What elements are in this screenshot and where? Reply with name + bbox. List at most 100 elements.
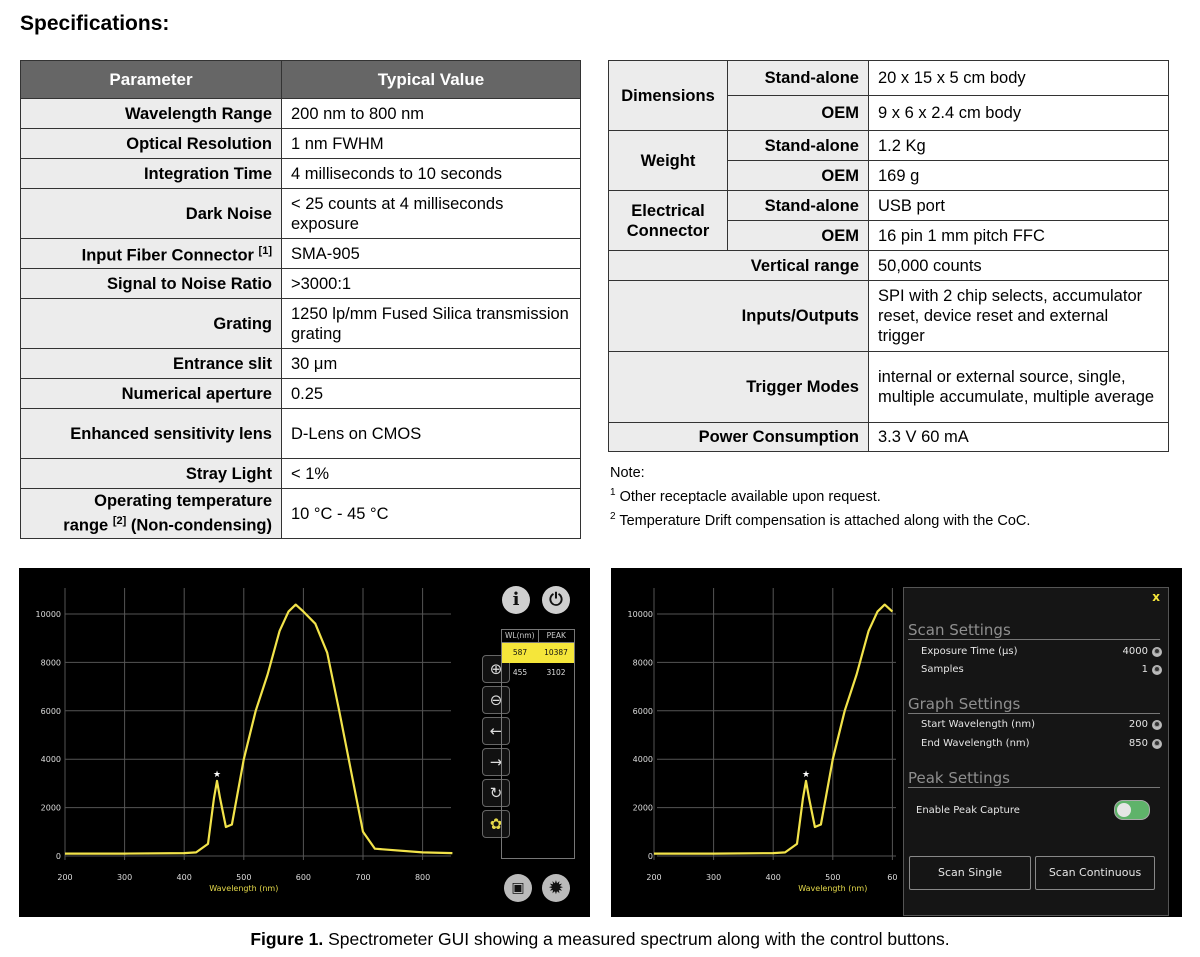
arrow-right-icon[interactable]: → — [482, 748, 510, 776]
note-2: 2 Temperature Drift compensation is atta… — [610, 507, 1030, 531]
spectrum-line — [654, 603, 894, 855]
scan-continuous-button[interactable]: Scan Continuous — [1035, 856, 1155, 890]
param: Inputs/Outputs — [608, 280, 869, 352]
gear-icon[interactable]: ✹ — [1152, 665, 1162, 675]
start-wavelength-value[interactable]: 200 — [1128, 719, 1148, 730]
oem-label: OEM — [727, 220, 869, 251]
note-text: Other receptacle available upon request. — [619, 488, 881, 505]
zoom-out-icon[interactable]: ⊖ — [482, 686, 510, 714]
peak-capture-toggle[interactable] — [1114, 800, 1150, 820]
value: 1.2 Kg — [868, 130, 1169, 161]
close-icon[interactable]: x — [1152, 590, 1160, 604]
scan-settings-title: Scan Settings — [908, 622, 1160, 640]
value: internal or external source, single, mul… — [868, 351, 1169, 423]
y-tick-label: 8000 — [633, 658, 653, 667]
value: 169 g — [868, 160, 1169, 191]
param-text: Input Fiber Connector — [81, 246, 254, 265]
value: 50,000 counts — [868, 250, 1169, 281]
exposure-value[interactable]: 4000 — [1122, 646, 1148, 657]
save-icon[interactable]: ▣ — [504, 874, 532, 902]
value: < 25 counts at 4 milliseconds exposure — [281, 188, 581, 239]
param: Stray Light — [20, 458, 282, 489]
toggle-knob — [1117, 803, 1131, 817]
param-pre: range — [63, 516, 113, 535]
note-num: 1 — [610, 487, 616, 498]
x-tick-label: 400 — [177, 873, 192, 882]
param: Integration Time — [20, 158, 282, 189]
x-tick-label: 500 — [236, 873, 251, 882]
scan-single-button[interactable]: Scan Single — [909, 856, 1031, 890]
footnote-ref: [1] — [258, 245, 272, 258]
notes: Note: 1 Other receptacle available upon … — [610, 464, 1030, 531]
spectrum-plot: 200 300 400 500 60 10000 8000 6000 4000 2000 0 Wave… — [628, 588, 897, 893]
note-num: 2 — [610, 510, 616, 522]
peak-row[interactable]: 455 3102 — [502, 663, 574, 683]
standalone-label: Stand-alone — [727, 190, 869, 221]
footnote-ref: [2] — [112, 515, 127, 528]
power-icon[interactable]: ⏻ — [542, 586, 570, 614]
gear-icon[interactable]: ✹ — [1152, 720, 1162, 730]
spec-table-right: Dimensions Stand-alone 20 x 15 x 5 cm bo… — [608, 60, 1169, 452]
y-tick-label: 6000 — [41, 707, 61, 716]
peak-icon[interactable]: ✿ — [482, 810, 510, 838]
value: 9 x 6 x 2.4 cm body — [868, 95, 1169, 131]
value: SPI with 2 chip selects, accumulator res… — [868, 280, 1169, 352]
y-tick-label: 4000 — [41, 755, 61, 764]
value: >3000:1 — [281, 268, 581, 299]
exposure-label: Exposure Time (μs) — [921, 646, 1018, 657]
note-1: 1 Other receptacle available upon reques… — [610, 483, 1030, 507]
param: Optical Resolution — [20, 128, 282, 159]
param: Enhanced sensitivity lens — [20, 408, 282, 459]
y-tick-label: 10000 — [36, 610, 61, 619]
peak-table: WL(nm) PEAK 587 10387 455 3102 — [501, 629, 575, 859]
peak-marker: ★ — [213, 769, 221, 779]
dimensions-label: Dimensions — [608, 60, 728, 131]
x-tick-label: 200 — [646, 873, 661, 882]
refresh-icon[interactable]: ↻ — [482, 779, 510, 807]
figure-caption: Figure 1. Spectrometer GUI showing a mea… — [0, 929, 1200, 950]
x-tick-label: 300 — [117, 873, 132, 882]
x-tick-label: 400 — [766, 873, 781, 882]
y-tick-label: 10000 — [628, 610, 653, 619]
samples-value[interactable]: 1 — [1141, 664, 1148, 675]
gear-icon[interactable]: ✹ — [1152, 739, 1162, 749]
peak-wl: 587 — [512, 648, 528, 657]
peak-wl: 455 — [512, 668, 528, 677]
x-tick-label: 60 — [887, 873, 897, 882]
end-wavelength-value[interactable]: 850 — [1128, 738, 1148, 749]
peak-capture-label: Enable Peak Capture — [916, 805, 1020, 816]
value: D-Lens on CMOS — [281, 408, 581, 459]
param: Wavelength Range — [20, 98, 282, 129]
y-tick-label: 0 — [56, 852, 61, 861]
spectrum-line — [65, 603, 453, 855]
value: 30 μm — [281, 348, 581, 379]
gear-icon[interactable]: ✹ — [1152, 647, 1162, 657]
peak-row-selected[interactable]: 587 10387 — [502, 643, 574, 663]
param: Input Fiber Connector [1] — [20, 238, 282, 269]
peak-settings-title: Peak Settings — [908, 770, 1160, 788]
arrow-left-icon[interactable]: ← — [482, 717, 510, 745]
oem-label: OEM — [727, 160, 869, 191]
x-tick-label: 200 — [57, 873, 72, 882]
value: 16 pin 1 mm pitch FFC — [868, 220, 1169, 251]
x-axis-label: Wavelength (nm) — [798, 884, 867, 893]
page-title: Specifications: — [20, 12, 170, 35]
value: 4 milliseconds to 10 seconds — [281, 158, 581, 189]
samples-label: Samples — [921, 664, 964, 675]
param: Trigger Modes — [608, 351, 869, 423]
settings-panel: x Scan Settings Exposure Time (μs) 4000 … — [903, 587, 1169, 916]
spectrum-plot: 200 300 400 500 600 700 800 10000 8000 6000 4000 20… — [36, 588, 453, 893]
header-typical-value: Typical Value — [281, 60, 581, 99]
spec-table-left: Parameter Typical Value Wavelength Range… — [20, 60, 581, 539]
gear-icon[interactable]: ✹ — [542, 874, 570, 902]
param-post: (Non-condensing) — [126, 516, 272, 535]
value: 0.25 — [281, 378, 581, 409]
y-tick-label: 8000 — [41, 658, 61, 667]
info-icon[interactable]: i — [502, 586, 530, 614]
electrical-label: Electrical Connector — [608, 190, 728, 251]
end-wavelength-label: End Wavelength (nm) — [921, 738, 1030, 749]
param: Numerical aperture — [20, 378, 282, 409]
notes-title: Note: — [610, 465, 645, 481]
param: Power Consumption — [608, 422, 869, 452]
caption-label: Figure 1. — [250, 929, 324, 949]
